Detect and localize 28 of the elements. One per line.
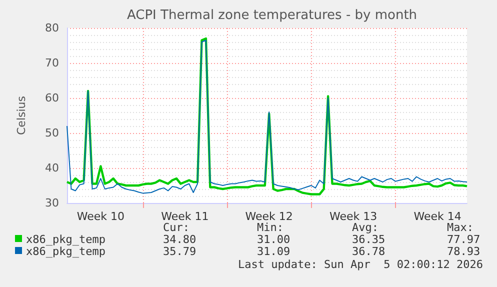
y-tick-label: 60 [45, 92, 59, 104]
y-tick-label: 70 [45, 56, 59, 70]
legend-label: x86_pkg_temp [26, 233, 106, 246]
text: Max: [447, 221, 474, 234]
text: 34.80 [163, 233, 196, 246]
y-tick-label: 40 [45, 162, 59, 174]
y-tick-label: 80 [45, 22, 59, 34]
text: 36.78 [352, 245, 386, 258]
text: 35.79 [163, 245, 196, 258]
y-axis-title: Celsius [15, 96, 28, 135]
x-tick-label: Week 13 [329, 210, 378, 223]
x-tick-label: Week 11 [161, 210, 209, 223]
text: Cur: [163, 221, 190, 234]
x-tick-label: Week 10 [76, 210, 125, 223]
text: 77.97 [447, 233, 480, 246]
text: 36.35 [352, 233, 386, 246]
text: Avg: [352, 221, 378, 234]
legend-label: x86_pkg_temp [26, 245, 106, 258]
text: 78.93 [447, 245, 480, 258]
x-tick-label: Week 12 [245, 210, 293, 223]
text: Min: [257, 221, 284, 234]
y-tick-label: 30 [45, 196, 59, 210]
y-tick-label: 50 [45, 126, 59, 140]
text: Last update: Sun Apr 5 02:00:12 2026 [238, 258, 483, 271]
text: 31.00 [257, 233, 290, 246]
chart-title: ACPI Thermal zone temperatures - by month [126, 8, 418, 23]
x-tick-label: Week 14 [414, 210, 462, 223]
text: 31.09 [257, 245, 290, 258]
